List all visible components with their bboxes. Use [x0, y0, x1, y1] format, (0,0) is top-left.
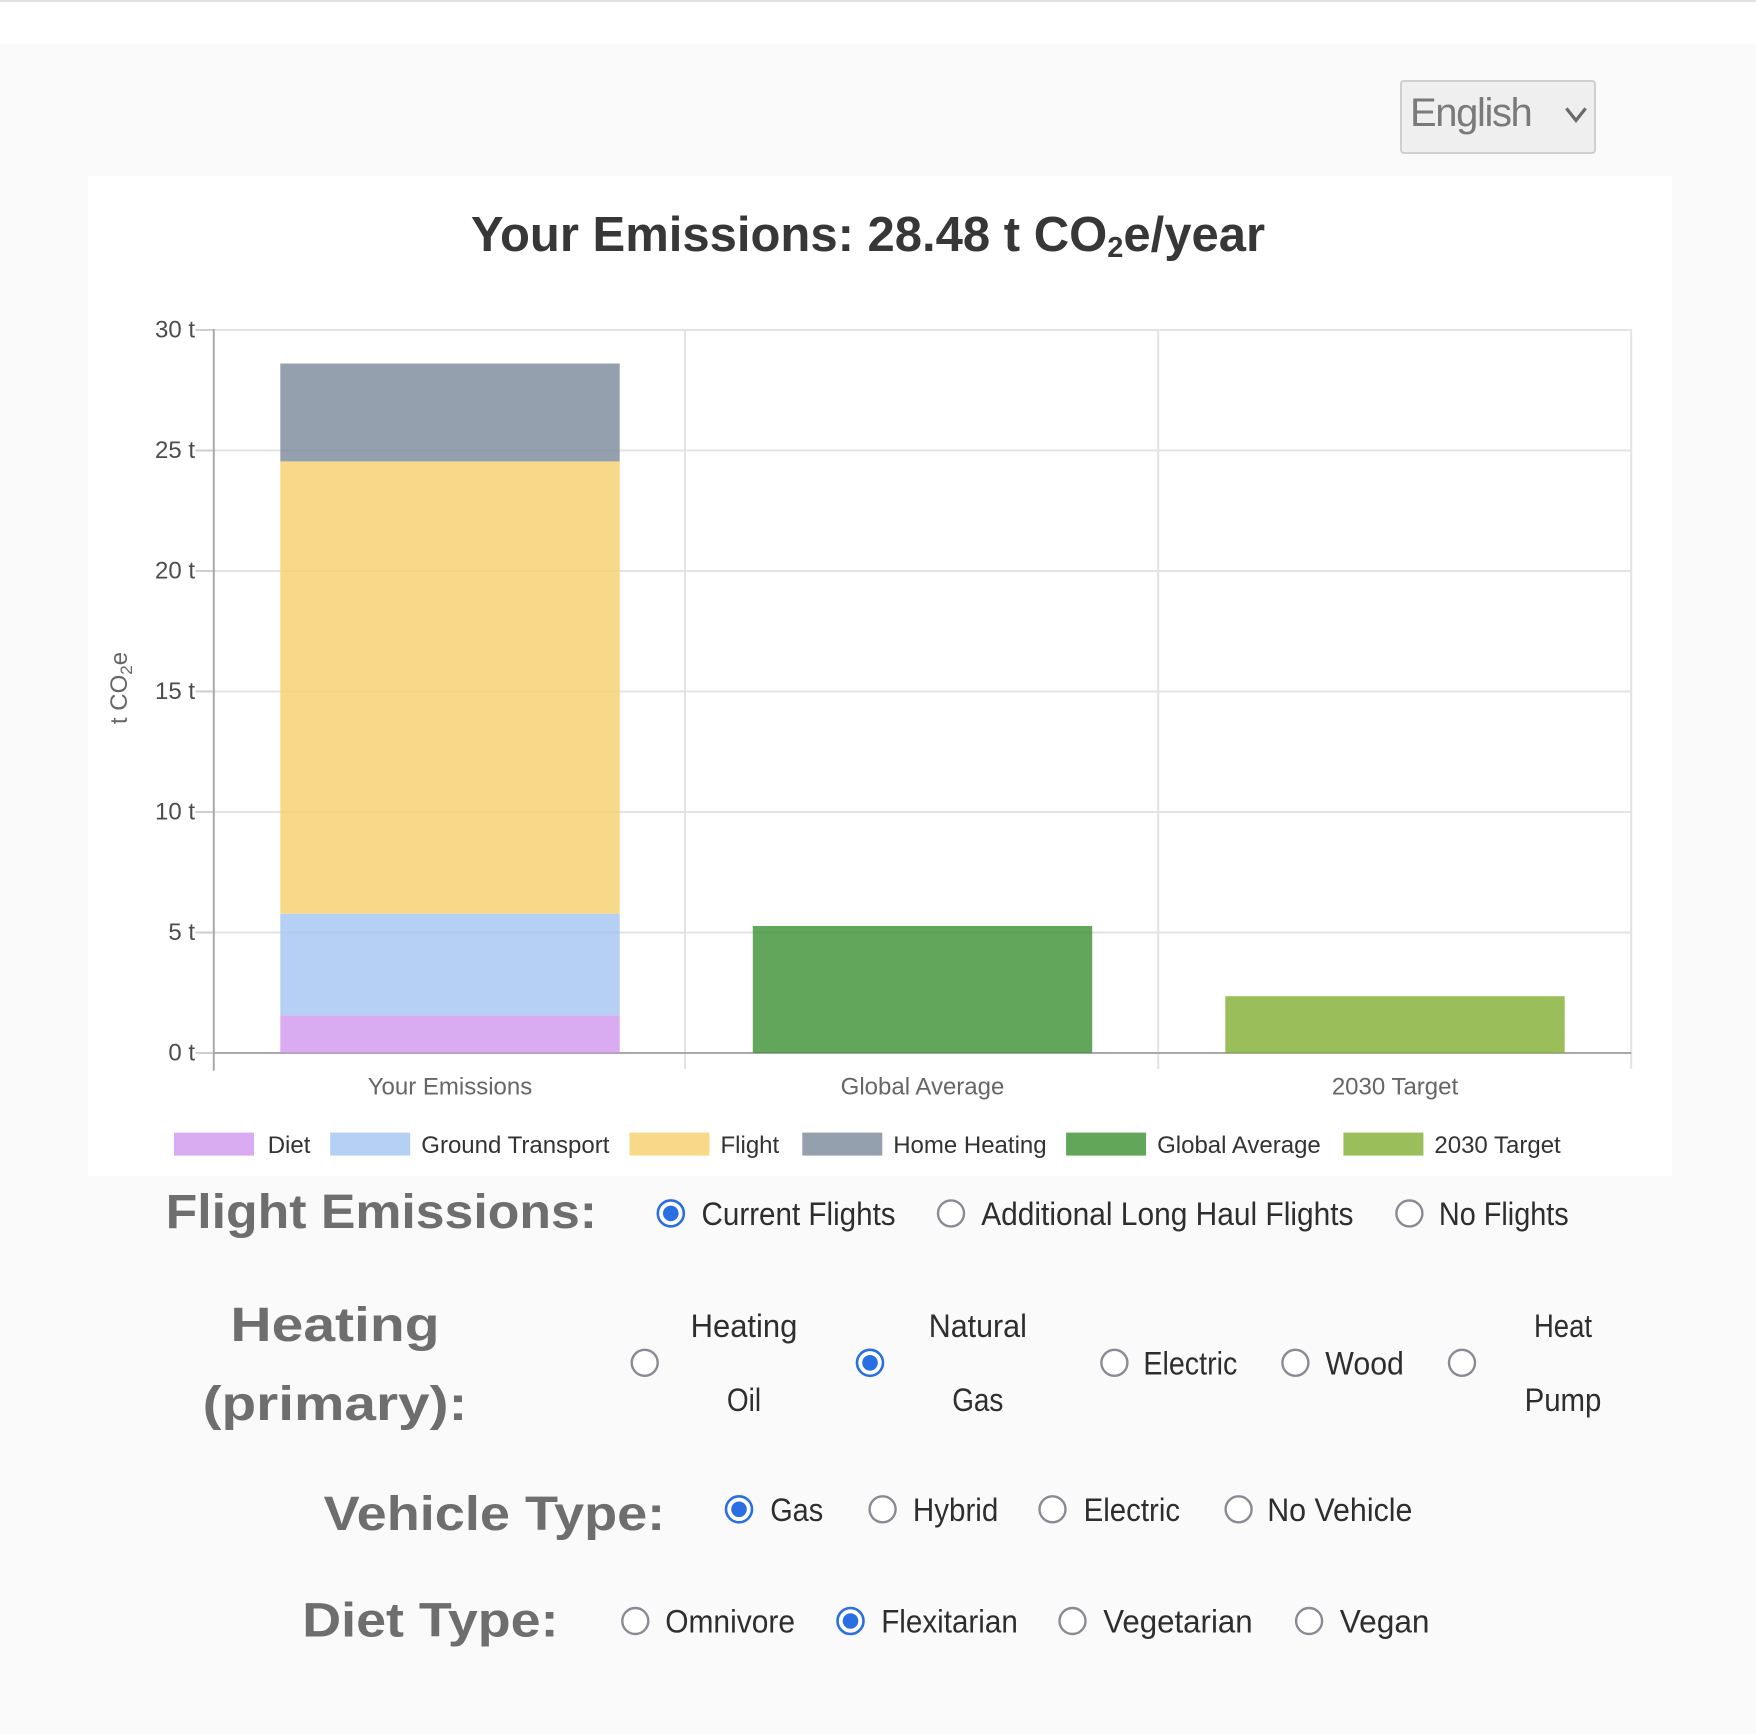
- svg-text:25 t: 25 t: [155, 437, 195, 464]
- svg-text:Hybrid: Hybrid: [913, 1492, 998, 1528]
- svg-text:Electric: Electric: [1143, 1345, 1237, 1381]
- svg-text:0 t: 0 t: [168, 1040, 195, 1067]
- svg-text:No Vehicle: No Vehicle: [1267, 1492, 1412, 1528]
- svg-text:Your Emissions: 28.48 t CO2e/y: Your Emissions: 28.48 t CO2e/year: [471, 208, 1265, 264]
- svg-text:Flight Emissions:: Flight Emissions:: [166, 1186, 597, 1239]
- svg-text:No Flights: No Flights: [1439, 1196, 1569, 1232]
- svg-text:Current Flights: Current Flights: [702, 1196, 896, 1232]
- svg-text:Additional Long Haul Flights: Additional Long Haul Flights: [981, 1196, 1353, 1232]
- svg-text:t CO2e: t CO2e: [106, 652, 136, 724]
- svg-text:2030 Target: 2030 Target: [1434, 1132, 1561, 1159]
- svg-text:Diet Type:: Diet Type:: [302, 1594, 558, 1647]
- svg-text:Global Average: Global Average: [1157, 1132, 1321, 1159]
- svg-text:Flight: Flight: [721, 1132, 780, 1159]
- svg-text:Ground Transport: Ground Transport: [421, 1132, 609, 1159]
- svg-text:Home Heating: Home Heating: [893, 1132, 1046, 1159]
- svg-text:Wood: Wood: [1325, 1345, 1404, 1381]
- svg-text:Heat: Heat: [1534, 1308, 1592, 1344]
- svg-text:Global Average: Global Average: [841, 1073, 1005, 1100]
- svg-text:Gas: Gas: [952, 1382, 1003, 1418]
- svg-text:(primary):: (primary):: [203, 1378, 468, 1431]
- svg-text:2030 Target: 2030 Target: [1332, 1073, 1459, 1100]
- svg-text:Heating: Heating: [691, 1308, 798, 1344]
- svg-text:30 t: 30 t: [155, 317, 195, 344]
- svg-text:Electric: Electric: [1084, 1492, 1181, 1528]
- svg-text:Natural: Natural: [929, 1308, 1027, 1344]
- svg-text:Pump: Pump: [1525, 1382, 1602, 1418]
- svg-text:Diet: Diet: [268, 1132, 311, 1159]
- svg-text:Gas: Gas: [770, 1492, 823, 1528]
- svg-text:Flexitarian: Flexitarian: [881, 1604, 1018, 1640]
- svg-text:Vehicle Type:: Vehicle Type:: [324, 1488, 666, 1541]
- svg-text:20 t: 20 t: [155, 558, 195, 585]
- svg-text:Vegetarian: Vegetarian: [1103, 1604, 1253, 1640]
- svg-text:Heating: Heating: [230, 1299, 439, 1352]
- svg-text:Oil: Oil: [727, 1382, 761, 1418]
- svg-text:10 t: 10 t: [155, 799, 195, 826]
- svg-text:Omnivore: Omnivore: [665, 1604, 795, 1640]
- svg-text:15 t: 15 t: [155, 678, 195, 705]
- svg-text:5 t: 5 t: [168, 919, 195, 946]
- svg-text:Vegan: Vegan: [1340, 1604, 1430, 1640]
- svg-text:Your Emissions: Your Emissions: [368, 1073, 533, 1100]
